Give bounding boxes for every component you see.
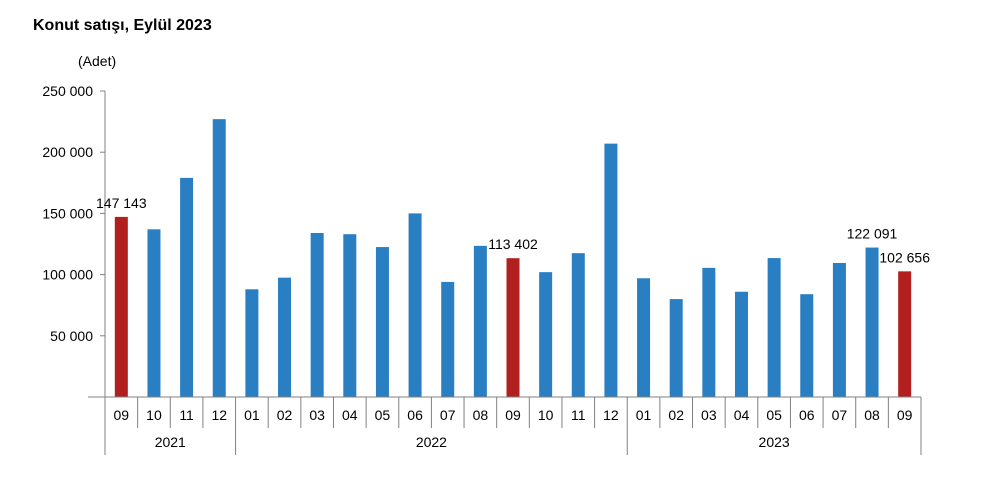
axes-group [88, 90, 922, 455]
bar-18 [702, 267, 716, 397]
x-tick-label: 09 [114, 407, 130, 423]
bar-10 [441, 281, 455, 397]
bar-6 [310, 232, 324, 397]
y-tick-label: 200 000 [42, 144, 93, 160]
bar-9 [408, 213, 422, 397]
bar-16 [637, 278, 651, 397]
x-tick-label: 01 [244, 407, 260, 423]
x-tick-label: 08 [473, 407, 489, 423]
x-tick-label: 10 [538, 407, 554, 423]
bar-15 [604, 143, 618, 397]
x-tick-label: 02 [668, 407, 684, 423]
x-tick-label: 02 [277, 407, 293, 423]
bar-3 [212, 119, 226, 397]
chart-title: Konut satışı, Eylül 2023 [33, 17, 212, 34]
x-tick-label: 10 [146, 407, 162, 423]
labels-group: 50 000 100 000 150 000 200 000 250 000 09 10 11… [42, 83, 930, 450]
bar-24 [898, 271, 912, 397]
x-tick-label: 03 [701, 407, 717, 423]
bar-17 [669, 299, 683, 397]
x-tick-label: 12 [603, 407, 619, 423]
bar-11 [473, 245, 487, 397]
x-tick-label: 06 [407, 407, 423, 423]
x-tick-label: 07 [440, 407, 456, 423]
bar-2 [180, 177, 194, 397]
x-tick-label: 09 [897, 407, 913, 423]
x-tick-label: 11 [571, 407, 586, 423]
bar-19 [734, 291, 748, 397]
bar-13 [539, 272, 553, 397]
y-tick-label: 250 000 [42, 83, 93, 99]
x-tick-label: 07 [832, 407, 848, 423]
bar-0 [114, 216, 128, 397]
bar-12 [506, 258, 520, 397]
y-tick-label: 100 000 [42, 267, 93, 283]
bar-20 [767, 258, 781, 397]
year-label: 2021 [155, 434, 186, 450]
data-label: 102 656 [879, 249, 930, 265]
year-label: 2023 [759, 434, 790, 450]
data-label: 147 143 [96, 195, 147, 211]
bar-7 [343, 234, 357, 397]
y-axis-unit-label: (Adet) [78, 53, 117, 69]
x-tick-label: 05 [375, 407, 391, 423]
x-tick-label: 03 [309, 407, 325, 423]
x-tick-label: 08 [864, 407, 880, 423]
bars-group [114, 119, 912, 397]
data-label: 122 091 [847, 226, 898, 242]
x-tick-label: 12 [211, 407, 227, 423]
bar-21 [800, 294, 814, 397]
x-tick-label: 01 [636, 407, 652, 423]
x-tick-label: 09 [505, 407, 521, 423]
bar-23 [865, 247, 879, 397]
y-tick-label: 50 000 [50, 328, 93, 344]
x-tick-label: 04 [734, 407, 750, 423]
x-tick-label: 05 [766, 407, 782, 423]
bar-1 [147, 229, 161, 397]
data-label: 113 402 [488, 236, 538, 252]
bar-4 [245, 289, 259, 397]
bar-5 [278, 277, 292, 397]
x-tick-label: 11 [179, 407, 194, 423]
bar-8 [375, 247, 389, 397]
x-tick-label: 04 [342, 407, 358, 423]
year-label: 2022 [416, 434, 447, 450]
x-tick-label: 06 [799, 407, 815, 423]
bar-14 [571, 253, 585, 397]
y-tick-label: 150 000 [42, 205, 93, 221]
bar-22 [832, 262, 846, 397]
